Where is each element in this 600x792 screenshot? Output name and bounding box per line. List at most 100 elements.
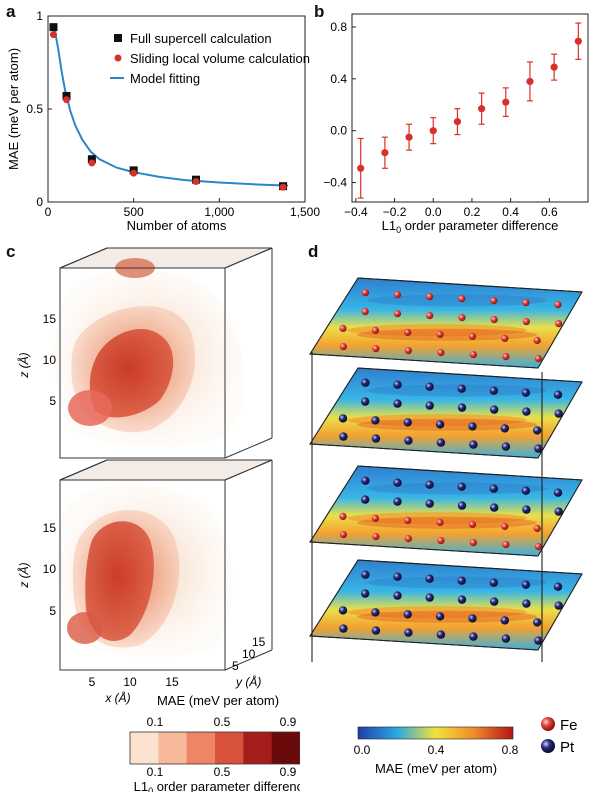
chart-a: 0 500 1,000 1,500 0 0.5 1 Number of atoms MAE (m…	[6, 9, 320, 233]
atom-legend: Fe Pt	[541, 717, 578, 756]
pt-atom	[403, 418, 412, 427]
fe-atom	[501, 334, 509, 342]
pt-atom	[361, 495, 370, 504]
fe-atom	[522, 318, 530, 326]
pt-atom	[338, 414, 348, 423]
upper-z-tick-5: 5	[49, 394, 56, 408]
pt-atom	[554, 507, 563, 516]
fe-atom	[393, 310, 402, 318]
panel-d-letter: d	[308, 242, 319, 261]
fe-atom	[533, 336, 541, 344]
chart-b-ytick-label: 0.4	[330, 72, 347, 86]
fe-atom	[468, 520, 477, 528]
data-point	[478, 105, 486, 113]
pt-atom	[393, 572, 402, 581]
mae-hotband	[357, 610, 537, 623]
chart-b-xtick-label: 0.0	[425, 205, 442, 219]
data-point	[429, 127, 437, 135]
fe-atom	[371, 514, 379, 522]
fe-atom	[554, 301, 562, 309]
pt-atom	[425, 499, 434, 508]
chart-a-xlabel: Number of atoms	[127, 218, 227, 233]
fe-atom	[458, 314, 466, 322]
chart-b-xtick-label: −0.4	[344, 205, 368, 219]
fe-atom	[533, 524, 541, 532]
pt-atom	[393, 591, 402, 600]
lower-z-tick-5: 5	[49, 604, 56, 618]
panel-c-letter: c	[6, 242, 16, 261]
x-tick-5: 5	[89, 675, 96, 689]
upper-z-axis: 5 10 15 z (Å)	[16, 312, 56, 408]
mae-hotband	[367, 384, 547, 397]
colorbar-swatch	[243, 732, 273, 764]
chart-b-ytick-label: 0.8	[330, 20, 347, 34]
pt-atom	[435, 612, 445, 621]
pt-atom	[522, 505, 531, 514]
fe-atom	[426, 312, 434, 320]
model-fitting-line	[50, 22, 288, 187]
sliding-local-point	[192, 178, 200, 186]
mae-colorbar	[357, 726, 514, 740]
pt-atom	[425, 480, 434, 489]
chart-a-xtick-label: 0	[45, 205, 52, 219]
pt-atom	[425, 401, 434, 410]
fe-atom	[404, 347, 412, 355]
pt-atom	[468, 614, 477, 623]
lower-cube-front-face	[59, 479, 226, 671]
fe-atom	[437, 537, 445, 545]
upper-z-axis-label: z (Å)	[16, 352, 31, 378]
mae-layer-outline	[309, 465, 583, 557]
legend-entry-label: Sliding local volume calculation	[130, 51, 310, 66]
mae-hotband	[367, 294, 547, 307]
layer-stack	[309, 277, 583, 651]
full-supercell-point	[49, 23, 58, 32]
data-point	[526, 77, 534, 86]
mae-hotband	[367, 482, 547, 495]
y-tick-5: 5	[232, 659, 239, 673]
pt-atom	[339, 432, 348, 441]
upper-cube-blob-core	[89, 329, 174, 418]
lower-cube-blob-core	[85, 521, 154, 641]
colorbar-bottom-tick-2: 0.9	[280, 765, 297, 779]
pt-atom	[371, 626, 381, 635]
chart-b-xtick-label: 0.2	[464, 205, 481, 219]
pt-atom	[490, 405, 499, 414]
fe-atom	[339, 343, 347, 351]
pt-atom	[553, 390, 563, 399]
fe-atom	[339, 512, 347, 520]
panel-b-letter: b	[314, 2, 325, 21]
chart-b-ytick-label: 0.0	[330, 124, 347, 138]
pt-atom	[489, 386, 498, 395]
mae-layer-surface	[309, 559, 583, 651]
fe-atom	[501, 522, 509, 530]
mae-layer-outline	[309, 277, 583, 369]
pt-atom	[436, 630, 446, 639]
pt-atom	[403, 610, 412, 619]
pt-atom	[469, 440, 478, 449]
chart-b: −0.4 −0.2 0.0 0.2 0.4 0.6 −0.4 0.0 0.4 0.8 L10 ord…	[323, 13, 589, 235]
fe-atom	[490, 316, 498, 324]
colorbar-tick-2: 0.8	[502, 743, 519, 757]
colorbar-swatch	[186, 732, 216, 764]
lower-cube	[56, 459, 273, 671]
pt-atom	[490, 503, 499, 512]
x-axis: 5 10 15 x (Å)	[89, 675, 179, 705]
mae-hotband	[357, 516, 537, 529]
sliding-local-point	[130, 169, 138, 177]
upper-z-tick-10: 10	[43, 353, 57, 367]
pt-atom	[534, 636, 543, 645]
y-tick-15: 15	[252, 635, 266, 649]
pt-atom	[371, 434, 381, 443]
y-axis-label: y (Å)	[235, 674, 261, 689]
mae-layer	[309, 367, 583, 459]
panel-d-graphics: 0.0 0.4 0.8 MAE (meV per atom) Fe Pt	[309, 277, 583, 776]
pt-atom	[425, 574, 434, 583]
sliding-local-point	[279, 183, 287, 191]
colorbar-swatch	[215, 732, 244, 764]
mae-layer	[309, 559, 583, 651]
mae-hotband	[357, 328, 537, 341]
pt-atom	[489, 578, 498, 587]
mae-hotband	[347, 606, 527, 619]
fe-atom	[437, 349, 445, 357]
pt-atom	[361, 589, 370, 598]
